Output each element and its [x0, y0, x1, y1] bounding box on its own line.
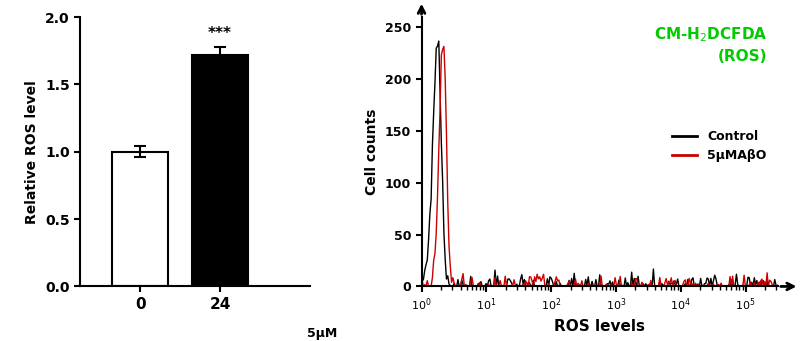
Bar [112, 152, 168, 286]
Y-axis label: Relative ROS level: Relative ROS level [26, 80, 39, 224]
Legend: Control, 5μMAβO: Control, 5μMAβO [667, 125, 772, 167]
Bar [192, 55, 248, 286]
Text: 5μM
AβO (h): 5μM AβO (h) [284, 327, 338, 341]
X-axis label: ROS levels: ROS levels [554, 319, 646, 334]
Text: CM-H$_2$DCFDA
(ROS): CM-H$_2$DCFDA (ROS) [654, 25, 768, 64]
Text: ***: *** [209, 26, 232, 41]
Y-axis label: Cell counts: Cell counts [366, 108, 379, 195]
